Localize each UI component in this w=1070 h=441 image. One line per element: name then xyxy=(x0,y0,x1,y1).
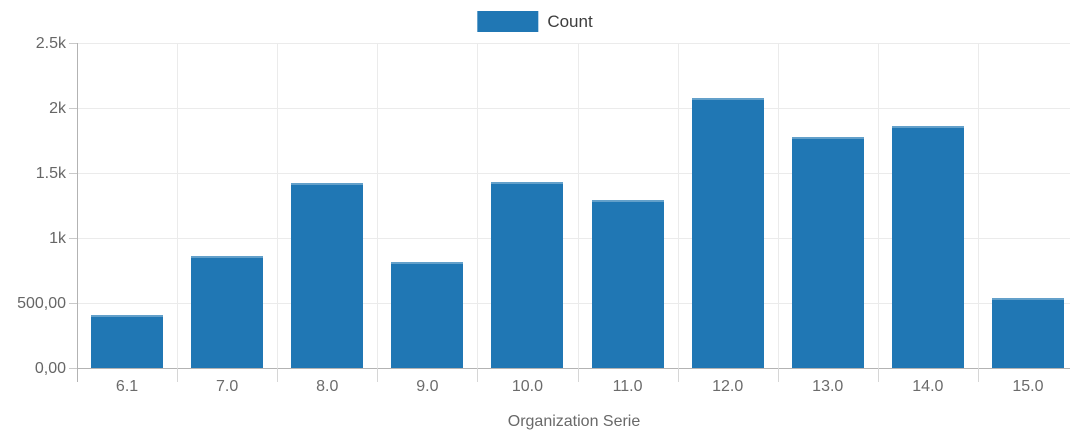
bar[interactable] xyxy=(691,97,764,368)
y-tick-label: 500,00 xyxy=(17,294,66,312)
x-tick-label: 14.0 xyxy=(912,378,944,395)
x-axis-line xyxy=(69,368,1070,369)
legend-swatch xyxy=(477,11,539,32)
bar[interactable] xyxy=(391,262,464,368)
x-gridline xyxy=(177,43,179,368)
bar[interactable] xyxy=(91,314,164,368)
y-gridline xyxy=(77,173,1070,174)
y-gridline xyxy=(77,238,1070,239)
x-tick xyxy=(477,368,479,382)
x-tick-label: 9.0 xyxy=(416,378,439,395)
y-gridline xyxy=(77,303,1070,304)
x-tick xyxy=(377,368,379,382)
x-tick-label: 15.0 xyxy=(1012,378,1044,395)
x-tick xyxy=(277,368,279,382)
bar[interactable] xyxy=(491,182,564,368)
x-tick-label: 12.0 xyxy=(712,378,744,395)
legend-label: Count xyxy=(547,12,593,31)
x-gridline xyxy=(877,43,879,368)
y-tick xyxy=(69,368,77,369)
x-gridline xyxy=(377,43,379,368)
x-tick xyxy=(877,368,879,382)
x-tick xyxy=(677,368,679,382)
bar[interactable] xyxy=(191,255,264,368)
x-tick-label: 13.0 xyxy=(812,378,844,395)
y-tick-label: 1k xyxy=(49,229,66,247)
x-tick-label: 10.0 xyxy=(511,378,544,395)
y-tick xyxy=(69,303,77,304)
y-tick xyxy=(69,108,77,109)
x-tick xyxy=(777,368,779,382)
x-gridline xyxy=(477,43,479,368)
y-tick xyxy=(69,238,77,239)
bar[interactable] xyxy=(591,200,664,368)
x-gridline xyxy=(577,43,579,368)
x-tick xyxy=(577,368,579,382)
x-tick xyxy=(177,368,179,382)
y-tick-label: 2.5k xyxy=(35,34,66,52)
x-tick xyxy=(977,368,979,382)
x-tick-label: 7.0 xyxy=(216,378,239,395)
bar[interactable] xyxy=(991,297,1064,368)
x-gridline xyxy=(777,43,779,368)
x-tick-label: 11.0 xyxy=(612,378,643,395)
bar[interactable] xyxy=(291,183,364,368)
legend-item-count[interactable]: Count xyxy=(477,11,593,32)
bar[interactable] xyxy=(791,136,864,368)
x-tick-label: 6.1 xyxy=(115,378,139,395)
x-gridline xyxy=(977,43,979,368)
x-gridline xyxy=(677,43,679,368)
y-tick xyxy=(69,43,77,44)
bar[interactable] xyxy=(891,126,964,368)
y-axis-line xyxy=(77,43,78,382)
x-axis-title: Organization Serie xyxy=(507,413,641,430)
y-tick-label: 0,00 xyxy=(34,359,66,377)
x-gridline xyxy=(277,43,279,368)
y-gridline xyxy=(77,108,1070,109)
y-tick-label: 2k xyxy=(49,99,66,117)
y-gridline xyxy=(77,43,1070,44)
y-tick-label: 1.5k xyxy=(35,164,66,182)
x-tick-label: 8.0 xyxy=(316,378,339,395)
y-tick xyxy=(69,173,77,174)
